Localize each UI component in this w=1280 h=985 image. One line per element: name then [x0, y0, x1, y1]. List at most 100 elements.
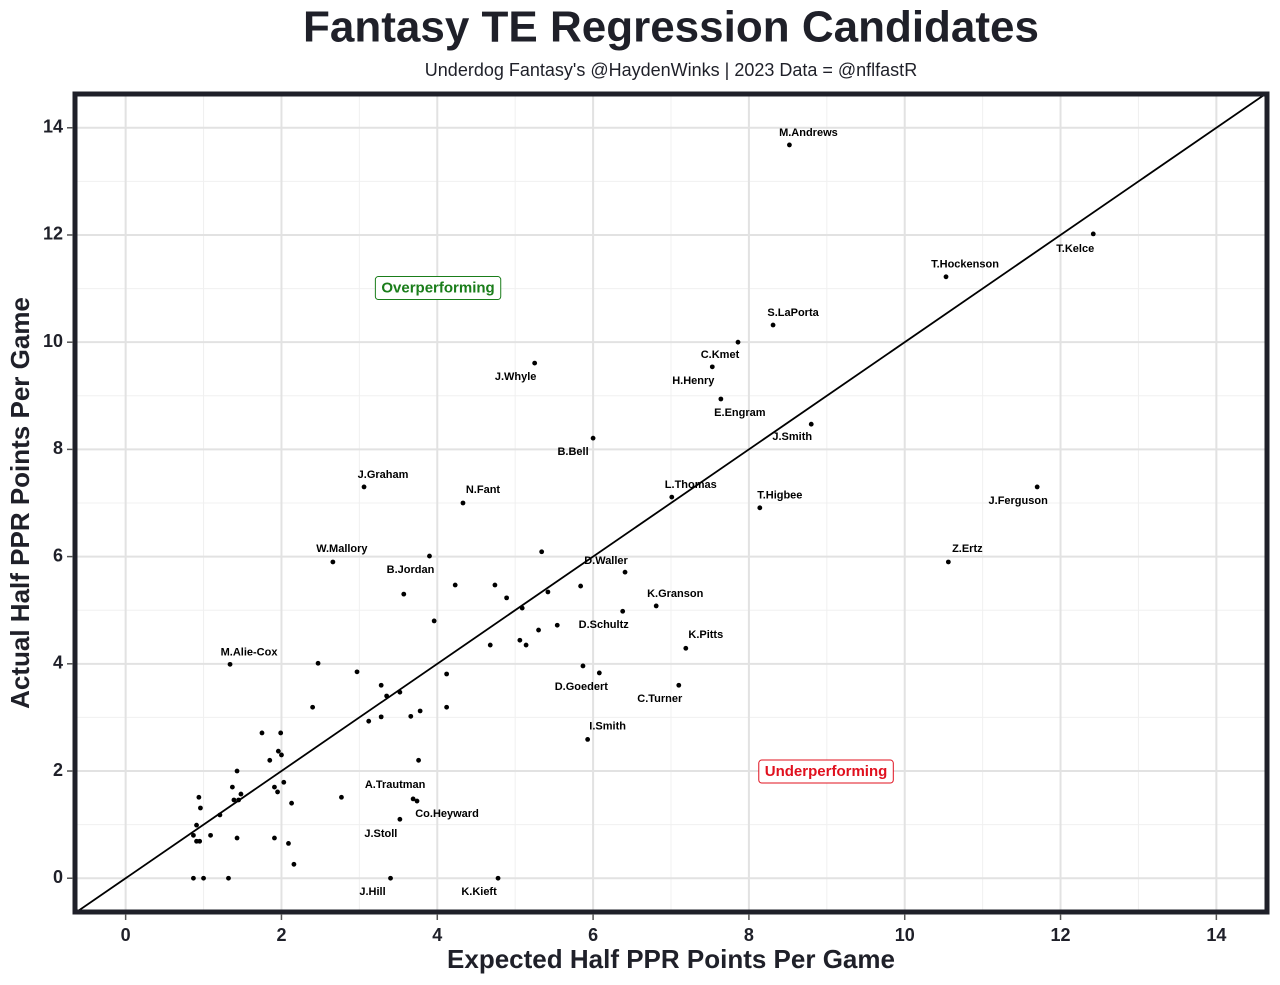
point-label: Z.Ertz: [952, 543, 983, 555]
point: [1034, 484, 1040, 490]
annotation: Underperforming: [758, 759, 894, 784]
point-label: J.Whyle: [495, 371, 537, 383]
point-label: M.Alie-Cox: [221, 646, 279, 658]
point: [492, 582, 498, 588]
point: [378, 682, 384, 688]
point-label: T.Hockenson: [931, 259, 999, 271]
point: [536, 627, 541, 633]
point: [683, 645, 689, 651]
point: [275, 748, 281, 754]
point: [196, 794, 202, 800]
point: [545, 589, 551, 595]
y-tick-label: 10: [43, 331, 63, 351]
point: [460, 500, 466, 506]
point: [408, 713, 414, 719]
annotation: Overperforming: [374, 276, 502, 301]
point: [238, 791, 244, 797]
annotation-box: [374, 276, 502, 301]
point: [709, 364, 715, 370]
point: [226, 875, 231, 881]
point: [427, 553, 432, 559]
point-label: J.Stoll: [364, 828, 397, 840]
x-tick-label: 2: [276, 925, 286, 945]
annotation-text: Underperforming: [765, 763, 888, 780]
point: [444, 671, 450, 677]
point-label: C.Kmet: [701, 349, 740, 361]
y-tick-label: 6: [53, 545, 63, 565]
point: [416, 757, 421, 763]
point: [519, 605, 525, 611]
point: [384, 693, 390, 699]
point: [310, 704, 316, 710]
point: [580, 663, 586, 669]
x-tick-label: 6: [588, 925, 598, 945]
point: [191, 875, 196, 881]
point-label: K.Pitts: [688, 629, 723, 641]
point: [259, 730, 265, 736]
y-tick-label: 8: [53, 438, 63, 458]
point: [236, 797, 242, 803]
point: [275, 789, 280, 795]
point: [945, 559, 951, 565]
point: [585, 736, 591, 742]
point: [808, 421, 814, 427]
point: [676, 682, 682, 688]
point: [943, 274, 949, 280]
reference-line: [75, 94, 1267, 912]
point: [787, 142, 792, 148]
point: [231, 797, 237, 803]
point-label: E.Engram: [714, 407, 766, 419]
point-label: H.Henry: [672, 375, 715, 387]
point-label: K.Kieft: [461, 886, 497, 898]
grid: [75, 94, 1267, 912]
point-label: A.Trautman: [365, 779, 426, 791]
point: [653, 603, 659, 609]
point: [339, 794, 344, 800]
point-label: Co.Heyward: [415, 808, 479, 820]
point-label: J.Graham: [358, 469, 409, 481]
point: [417, 708, 423, 714]
point-label: S.LaPorta: [767, 307, 819, 319]
point: [452, 582, 458, 588]
y-tick-label: 12: [43, 224, 63, 244]
point-label: T.Higbee: [757, 490, 802, 502]
annotation-text: Overperforming: [381, 280, 494, 297]
plot-frame: [72, 91, 1270, 915]
point: [191, 832, 196, 838]
x-tick-label: 10: [895, 925, 915, 945]
y-axis-title: Actual Half PPR Points Per Game: [5, 297, 35, 709]
y-tick-label: 14: [43, 117, 63, 137]
x-tick-label: 4: [432, 925, 442, 945]
point: [504, 595, 510, 601]
annotation-box: [758, 759, 894, 784]
point-label: T.Kelce: [1056, 243, 1094, 255]
chart-title: Fantasy TE Regression Candidates: [303, 3, 1039, 52]
point: [267, 757, 273, 763]
point: [281, 779, 287, 785]
point: [291, 861, 297, 867]
y-tick-label: 0: [53, 867, 63, 887]
point-label: J.Hill: [359, 886, 385, 898]
point: [596, 670, 602, 676]
point-label: I.Smith: [589, 720, 626, 732]
point-label: L.Thomas: [665, 479, 717, 491]
point: [286, 840, 291, 846]
point: [234, 835, 240, 841]
point: [590, 435, 596, 441]
point-label: J.Smith: [772, 431, 812, 443]
point: [401, 591, 407, 597]
point: [229, 784, 235, 790]
point: [669, 494, 675, 500]
point: [735, 339, 741, 345]
point: [1090, 231, 1096, 237]
point: [523, 642, 529, 648]
point-label: B.Jordan: [387, 564, 435, 576]
point-label: W.Mallory: [316, 543, 368, 555]
point: [278, 730, 284, 736]
point: [208, 832, 213, 838]
chart-subtitle: Underdog Fantasy's @HaydenWinks | 2023 D…: [425, 60, 917, 80]
point-label: K.Granson: [647, 588, 704, 600]
point: [388, 875, 393, 881]
point: [378, 714, 384, 720]
